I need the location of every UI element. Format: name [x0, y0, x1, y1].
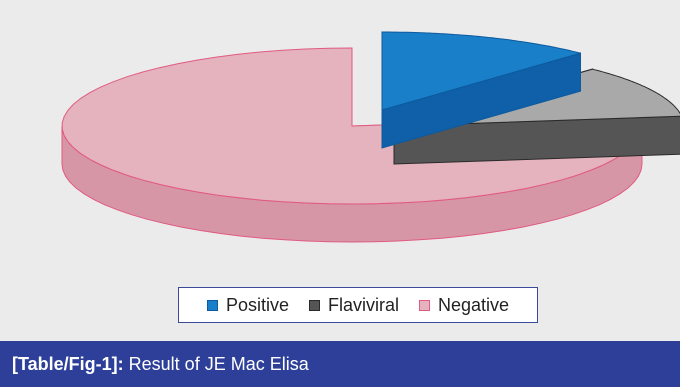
legend-swatch-negative: [419, 299, 430, 311]
legend-item-negative: Negative: [419, 295, 509, 316]
legend-label-positive: Positive: [225, 294, 289, 315]
figure-caption-text: Result of JE Mac Elisa: [123, 353, 309, 374]
pie-slice-negative-top: [61, 47, 643, 205]
legend-item-positive: Positive: [206, 294, 289, 316]
chart-legend: Positive Flaviviral Negative: [178, 287, 538, 323]
figure-caption: [Table/Fig-1]: Result of JE Mac Elisa: [12, 354, 309, 375]
figure-caption-bar: [Table/Fig-1]: Result of JE Mac Elisa: [0, 341, 680, 387]
chart-panel: Positive Flaviviral Negative: [0, 0, 680, 341]
legend-swatch-positive: [206, 299, 218, 311]
pie-slice-positive-top: [381, 31, 581, 111]
legend-label-flaviviral: Flaviviral: [327, 294, 399, 315]
pie-slice-positive: [381, 31, 581, 149]
legend-label-negative: Negative: [438, 294, 510, 315]
legend-swatch-flaviviral: [308, 299, 320, 311]
pie-chart: [61, 31, 680, 243]
legend-item-flaviviral: Flaviviral: [308, 294, 399, 316]
figure-caption-label: [Table/Fig-1]:: [12, 353, 124, 374]
